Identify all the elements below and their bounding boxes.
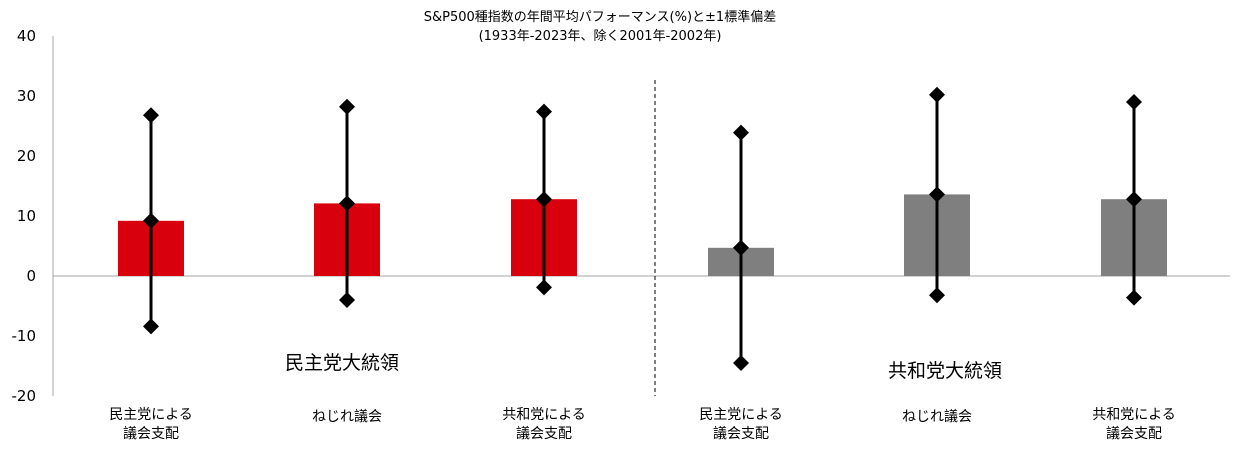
mean-marker xyxy=(143,212,159,229)
mean-marker xyxy=(536,191,552,208)
chart-subtitle: (1933年-2023年、除く2001年-2002年) xyxy=(479,29,722,44)
x-tick-label-line: ねじれ議会 xyxy=(312,408,382,425)
x-tick-label: 共和党による議会支配 xyxy=(1092,407,1176,442)
mean-marker xyxy=(733,239,749,256)
mean-marker xyxy=(1126,191,1142,208)
x-tick-label-line: 議会支配 xyxy=(516,425,572,442)
y-tick-label: 20 xyxy=(17,147,36,165)
x-tick-label-line: 議会支配 xyxy=(123,425,179,442)
lower-marker xyxy=(339,292,355,308)
lower-marker xyxy=(143,318,159,335)
x-tick-label: ねじれ議会 xyxy=(902,408,972,425)
x-tick-label-line: 共和党による xyxy=(1092,407,1176,423)
x-tick-label: ねじれ議会 xyxy=(312,408,382,425)
x-tick-label-line: 共和党による xyxy=(502,407,586,423)
x-tick-label: 民主党による議会支配 xyxy=(109,407,193,442)
error-bar-layer xyxy=(143,86,1142,371)
x-tick-label: 共和党による議会支配 xyxy=(502,407,586,442)
y-tick-label: 10 xyxy=(17,207,36,225)
x-tick-label-line: 議会支配 xyxy=(713,425,769,442)
upper-marker xyxy=(143,107,159,124)
upper-marker xyxy=(733,124,749,141)
x-tick-label: 民主党による議会支配 xyxy=(699,407,783,442)
group-label: 共和党大統領 xyxy=(888,360,1002,382)
mean-marker xyxy=(339,195,355,212)
y-tick-label: -20 xyxy=(12,387,37,405)
x-tick-label-line: 議会支配 xyxy=(1106,425,1162,442)
y-tick-label: 30 xyxy=(17,87,36,105)
y-tick-label: -10 xyxy=(12,327,37,345)
x-tick-label-line: 民主党による xyxy=(109,407,193,423)
y-tick-label: 40 xyxy=(17,27,36,45)
axis-layer: -20 -10 0 10 20 30 40 xyxy=(12,27,1230,405)
lower-marker xyxy=(536,279,552,296)
upper-marker xyxy=(929,86,945,103)
lower-marker xyxy=(1126,289,1142,306)
x-tick-label-line: 民主党による xyxy=(699,407,783,423)
upper-marker xyxy=(339,98,355,115)
lower-marker xyxy=(929,287,945,304)
chart-title: S&P500種指数の年間平均パフォーマンス(%)と±1標準偏差 xyxy=(424,9,776,25)
upper-marker xyxy=(536,103,552,120)
bar-layer xyxy=(118,194,1167,276)
lower-marker xyxy=(733,355,749,371)
y-tick-label: 0 xyxy=(26,267,36,285)
x-tick-label-line: ねじれ議会 xyxy=(902,408,972,425)
upper-marker xyxy=(1126,94,1142,110)
group-label: 民主党大統領 xyxy=(285,352,399,374)
mean-marker xyxy=(929,186,945,203)
